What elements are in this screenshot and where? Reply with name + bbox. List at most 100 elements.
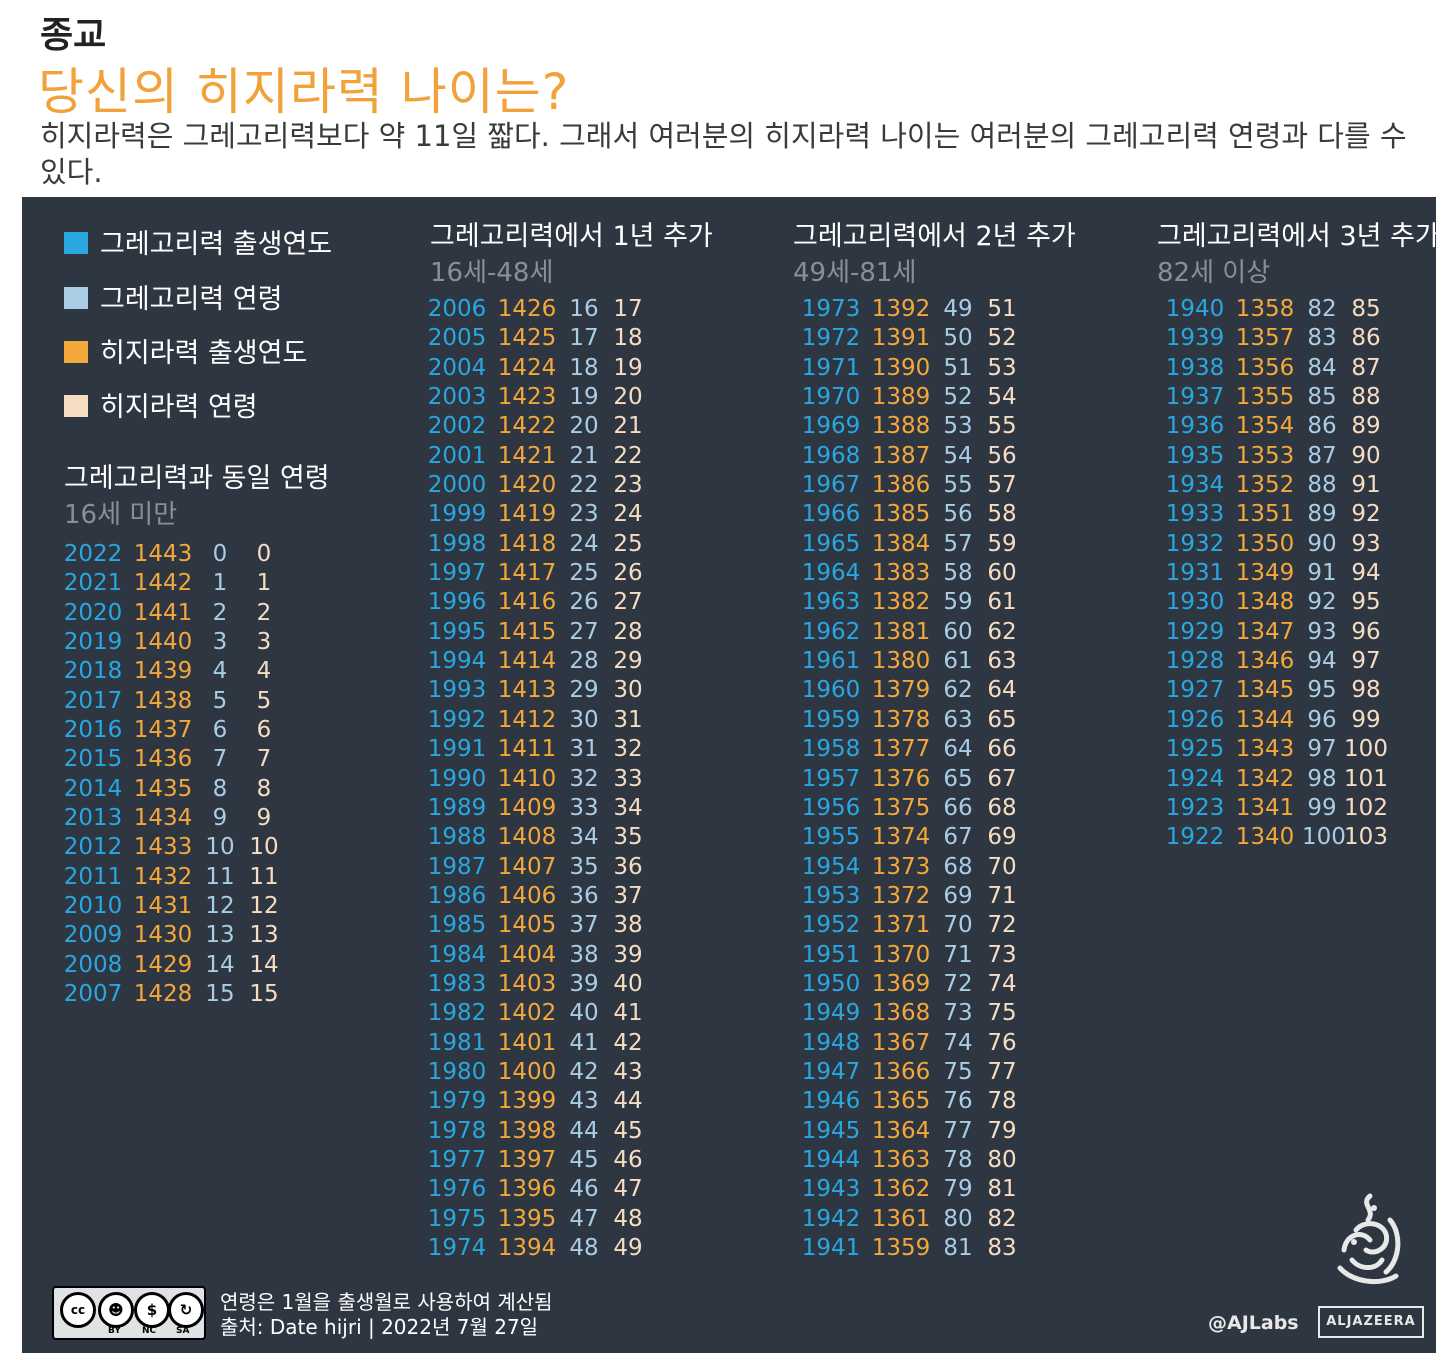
gregorian-year-cell: 1959	[801, 706, 861, 733]
hijri-year-cell: 1421	[497, 442, 557, 469]
gregorian-age-cell: 79	[943, 1176, 973, 1203]
hijri-age-cell: 88	[1351, 384, 1381, 411]
hijri-age-cell: 100	[1344, 736, 1388, 763]
table-row: 1967 1386 55 57	[800, 471, 1026, 500]
infographic-panel	[22, 197, 1436, 1353]
table-row: 1956 1375 66 68	[800, 794, 1026, 823]
gregorian-year-cell: 1936	[1165, 413, 1225, 440]
gregorian-age-cell: 95	[1307, 677, 1337, 704]
hijri-age-cell: 18	[613, 325, 643, 352]
hijri-age-cell: 49	[613, 1235, 643, 1261]
hijri-year-cell: 1417	[497, 560, 557, 587]
gregorian-year-cell: 1944	[801, 1146, 861, 1173]
table-row: 1987 1407 35 36	[426, 853, 652, 882]
hijri-year-cell: 1415	[497, 618, 557, 645]
hijri-age-cell: 32	[613, 736, 643, 763]
gregorian-year-cell: 1980	[427, 1058, 487, 1085]
table-plus-1-year: 2006 1426 16 17 2005 1425 17 18 2004 1424 18 19 2003…	[426, 295, 652, 1263]
gregorian-age-cell: 57	[943, 530, 973, 557]
hijri-age-cell: 27	[613, 589, 643, 616]
hijri-year-cell: 1428	[133, 981, 193, 1008]
hijri-year-cell: 1359	[871, 1235, 931, 1261]
gregorian-year-cell: 1945	[801, 1117, 861, 1144]
gregorian-year-cell: 2012	[63, 834, 123, 861]
gregorian-age-cell: 62	[943, 677, 973, 704]
table-row: 1964 1383 58 60	[800, 559, 1026, 588]
hijri-year-cell: 1434	[133, 805, 193, 832]
gregorian-year-cell: 2004	[427, 354, 487, 381]
hijri-age-cell: 77	[987, 1058, 1017, 1085]
table-row: 1986 1406 36 37	[426, 882, 652, 911]
gregorian-year-cell: 1942	[801, 1205, 861, 1232]
gregorian-age-cell: 55	[943, 472, 973, 499]
hijri-year-cell: 1370	[871, 941, 931, 968]
gregorian-year-cell: 1971	[801, 354, 861, 381]
table-row: 1928 1346 94 97	[1164, 647, 1390, 676]
hijri-age-cell: 14	[249, 951, 279, 978]
hijri-year-cell: 1402	[497, 1000, 557, 1027]
hijri-age-cell: 21	[613, 413, 643, 440]
table-row: 2008 1429 14 14	[62, 951, 288, 980]
gregorian-age-cell: 90	[1307, 530, 1337, 557]
table-row: 2020 1441 2 2	[62, 599, 288, 628]
table-row: 2018 1439 4 4	[62, 657, 288, 686]
hijri-year-cell: 1408	[497, 824, 557, 851]
legend-hijri-age: 히지라력 연령	[64, 385, 258, 424]
hijri-year-cell: 1407	[497, 853, 557, 880]
gregorian-age-cell: 2	[212, 599, 228, 626]
hijri-year-cell: 1348	[1235, 589, 1295, 616]
hijri-age-cell: 9	[256, 805, 272, 832]
table-row: 1993 1413 29 30	[426, 676, 652, 705]
column-subtitle-plus-3: 82세 이상	[1157, 258, 1271, 288]
hijri-year-cell: 1372	[871, 882, 931, 909]
table-row: 1982 1402 40 41	[426, 999, 652, 1028]
hijri-year-cell: 1354	[1235, 413, 1295, 440]
gregorian-year-cell: 1995	[427, 618, 487, 645]
gregorian-year-cell: 1938	[1165, 354, 1225, 381]
gregorian-year-cell: 2008	[63, 951, 123, 978]
gregorian-age-cell: 26	[569, 589, 599, 616]
table-row: 1945 1364 77 79	[800, 1117, 1026, 1146]
hijri-year-cell: 1383	[871, 560, 931, 587]
gregorian-year-cell: 1943	[801, 1176, 861, 1203]
gregorian-age-cell: 29	[569, 677, 599, 704]
gregorian-age-cell: 8	[212, 775, 228, 802]
hijri-year-cell: 1357	[1235, 325, 1295, 352]
gregorian-year-cell: 1940	[1165, 296, 1225, 322]
table-row: 1989 1409 33 34	[426, 794, 652, 823]
hijri-age-cell: 94	[1351, 560, 1381, 587]
footer-source: 출처: Date hijri | 2022년 7월 27일	[220, 1315, 539, 1339]
hijri-year-cell: 1381	[871, 618, 931, 645]
hijri-age-cell: 46	[613, 1146, 643, 1173]
gregorian-age-cell: 27	[569, 618, 599, 645]
hijri-year-cell: 1435	[133, 775, 193, 802]
gregorian-year-cell: 1979	[427, 1088, 487, 1115]
hijri-year-cell: 1426	[497, 296, 557, 322]
hijri-year-cell: 1398	[497, 1117, 557, 1144]
gregorian-year-cell: 2010	[63, 893, 123, 920]
gregorian-year-cell: 1988	[427, 824, 487, 851]
sa-icon: ↻	[168, 1292, 204, 1328]
table-row: 1933 1351 89 92	[1164, 500, 1390, 529]
gregorian-year-cell: 1925	[1165, 736, 1225, 763]
hijri-year-cell: 1425	[497, 325, 557, 352]
table-row: 1952 1371 70 72	[800, 911, 1026, 940]
cc-icon: cc	[60, 1292, 96, 1328]
table-row: 1948 1367 74 76	[800, 1029, 1026, 1058]
table-row: 1978 1398 44 45	[426, 1117, 652, 1146]
aljazeera-logo-icon	[1337, 1193, 1401, 1284]
table-row: 1974 1394 48 49	[426, 1234, 652, 1263]
gregorian-age-cell: 86	[1307, 413, 1337, 440]
table-row: 1943 1362 79 81	[800, 1175, 1026, 1204]
table-row: 2003 1423 19 20	[426, 383, 652, 412]
gregorian-year-cell: 1960	[801, 677, 861, 704]
gregorian-year-cell: 1926	[1165, 706, 1225, 733]
gregorian-age-cell: 52	[943, 384, 973, 411]
gregorian-year-cell: 1949	[801, 1000, 861, 1027]
hijri-year-cell: 1361	[871, 1205, 931, 1232]
hijri-age-cell: 57	[987, 472, 1017, 499]
gregorian-age-cell: 49	[943, 296, 973, 322]
gregorian-age-cell: 23	[569, 501, 599, 528]
gregorian-age-cell: 41	[569, 1029, 599, 1056]
gregorian-age-cell: 11	[205, 863, 235, 890]
